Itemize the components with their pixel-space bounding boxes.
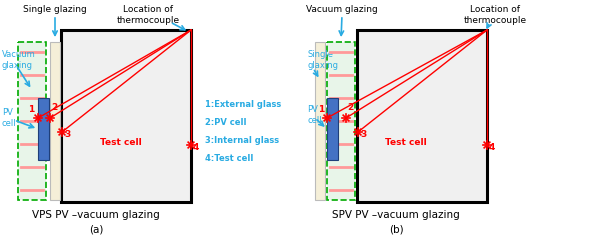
Bar: [315, 42, 325, 200]
Bar: [50, 42, 60, 200]
Bar: [38, 98, 49, 160]
Text: 2: 2: [51, 103, 57, 112]
Text: 4: 4: [489, 143, 496, 152]
Text: Vacuum glazing: Vacuum glazing: [306, 5, 378, 14]
Text: Location of
thermocouple: Location of thermocouple: [463, 5, 527, 25]
Text: 2: 2: [347, 103, 353, 112]
Text: SPV PV –vacuum glazing: SPV PV –vacuum glazing: [332, 210, 460, 220]
Text: 3: 3: [360, 130, 366, 139]
Text: PV
cell: PV cell: [2, 108, 17, 128]
Text: Location of
thermocouple: Location of thermocouple: [116, 5, 179, 25]
Text: 2:PV cell: 2:PV cell: [205, 118, 247, 127]
Text: (a): (a): [89, 224, 103, 234]
Text: (b): (b): [389, 224, 403, 234]
Text: 4:Test cell: 4:Test cell: [205, 154, 253, 163]
Bar: [327, 42, 355, 200]
Bar: [18, 42, 46, 200]
Text: 1: 1: [318, 105, 324, 114]
Bar: [327, 98, 338, 160]
Bar: [357, 30, 487, 202]
Text: Single
glaxing: Single glaxing: [307, 50, 338, 70]
Text: Test cell: Test cell: [385, 138, 427, 147]
Text: 3:Internal glass: 3:Internal glass: [205, 136, 279, 145]
Bar: [61, 30, 191, 202]
Text: 4: 4: [193, 143, 199, 152]
Text: PV
cell: PV cell: [307, 105, 322, 125]
Text: Test cell: Test cell: [100, 138, 142, 147]
Text: 1: 1: [28, 105, 34, 114]
Text: Vacuum
glaxing: Vacuum glaxing: [2, 50, 36, 70]
Text: 3: 3: [64, 130, 70, 139]
Text: Single glazing: Single glazing: [23, 5, 87, 14]
Text: 1:External glass: 1:External glass: [205, 100, 281, 109]
Text: VPS PV –vacuum glazing: VPS PV –vacuum glazing: [32, 210, 160, 220]
